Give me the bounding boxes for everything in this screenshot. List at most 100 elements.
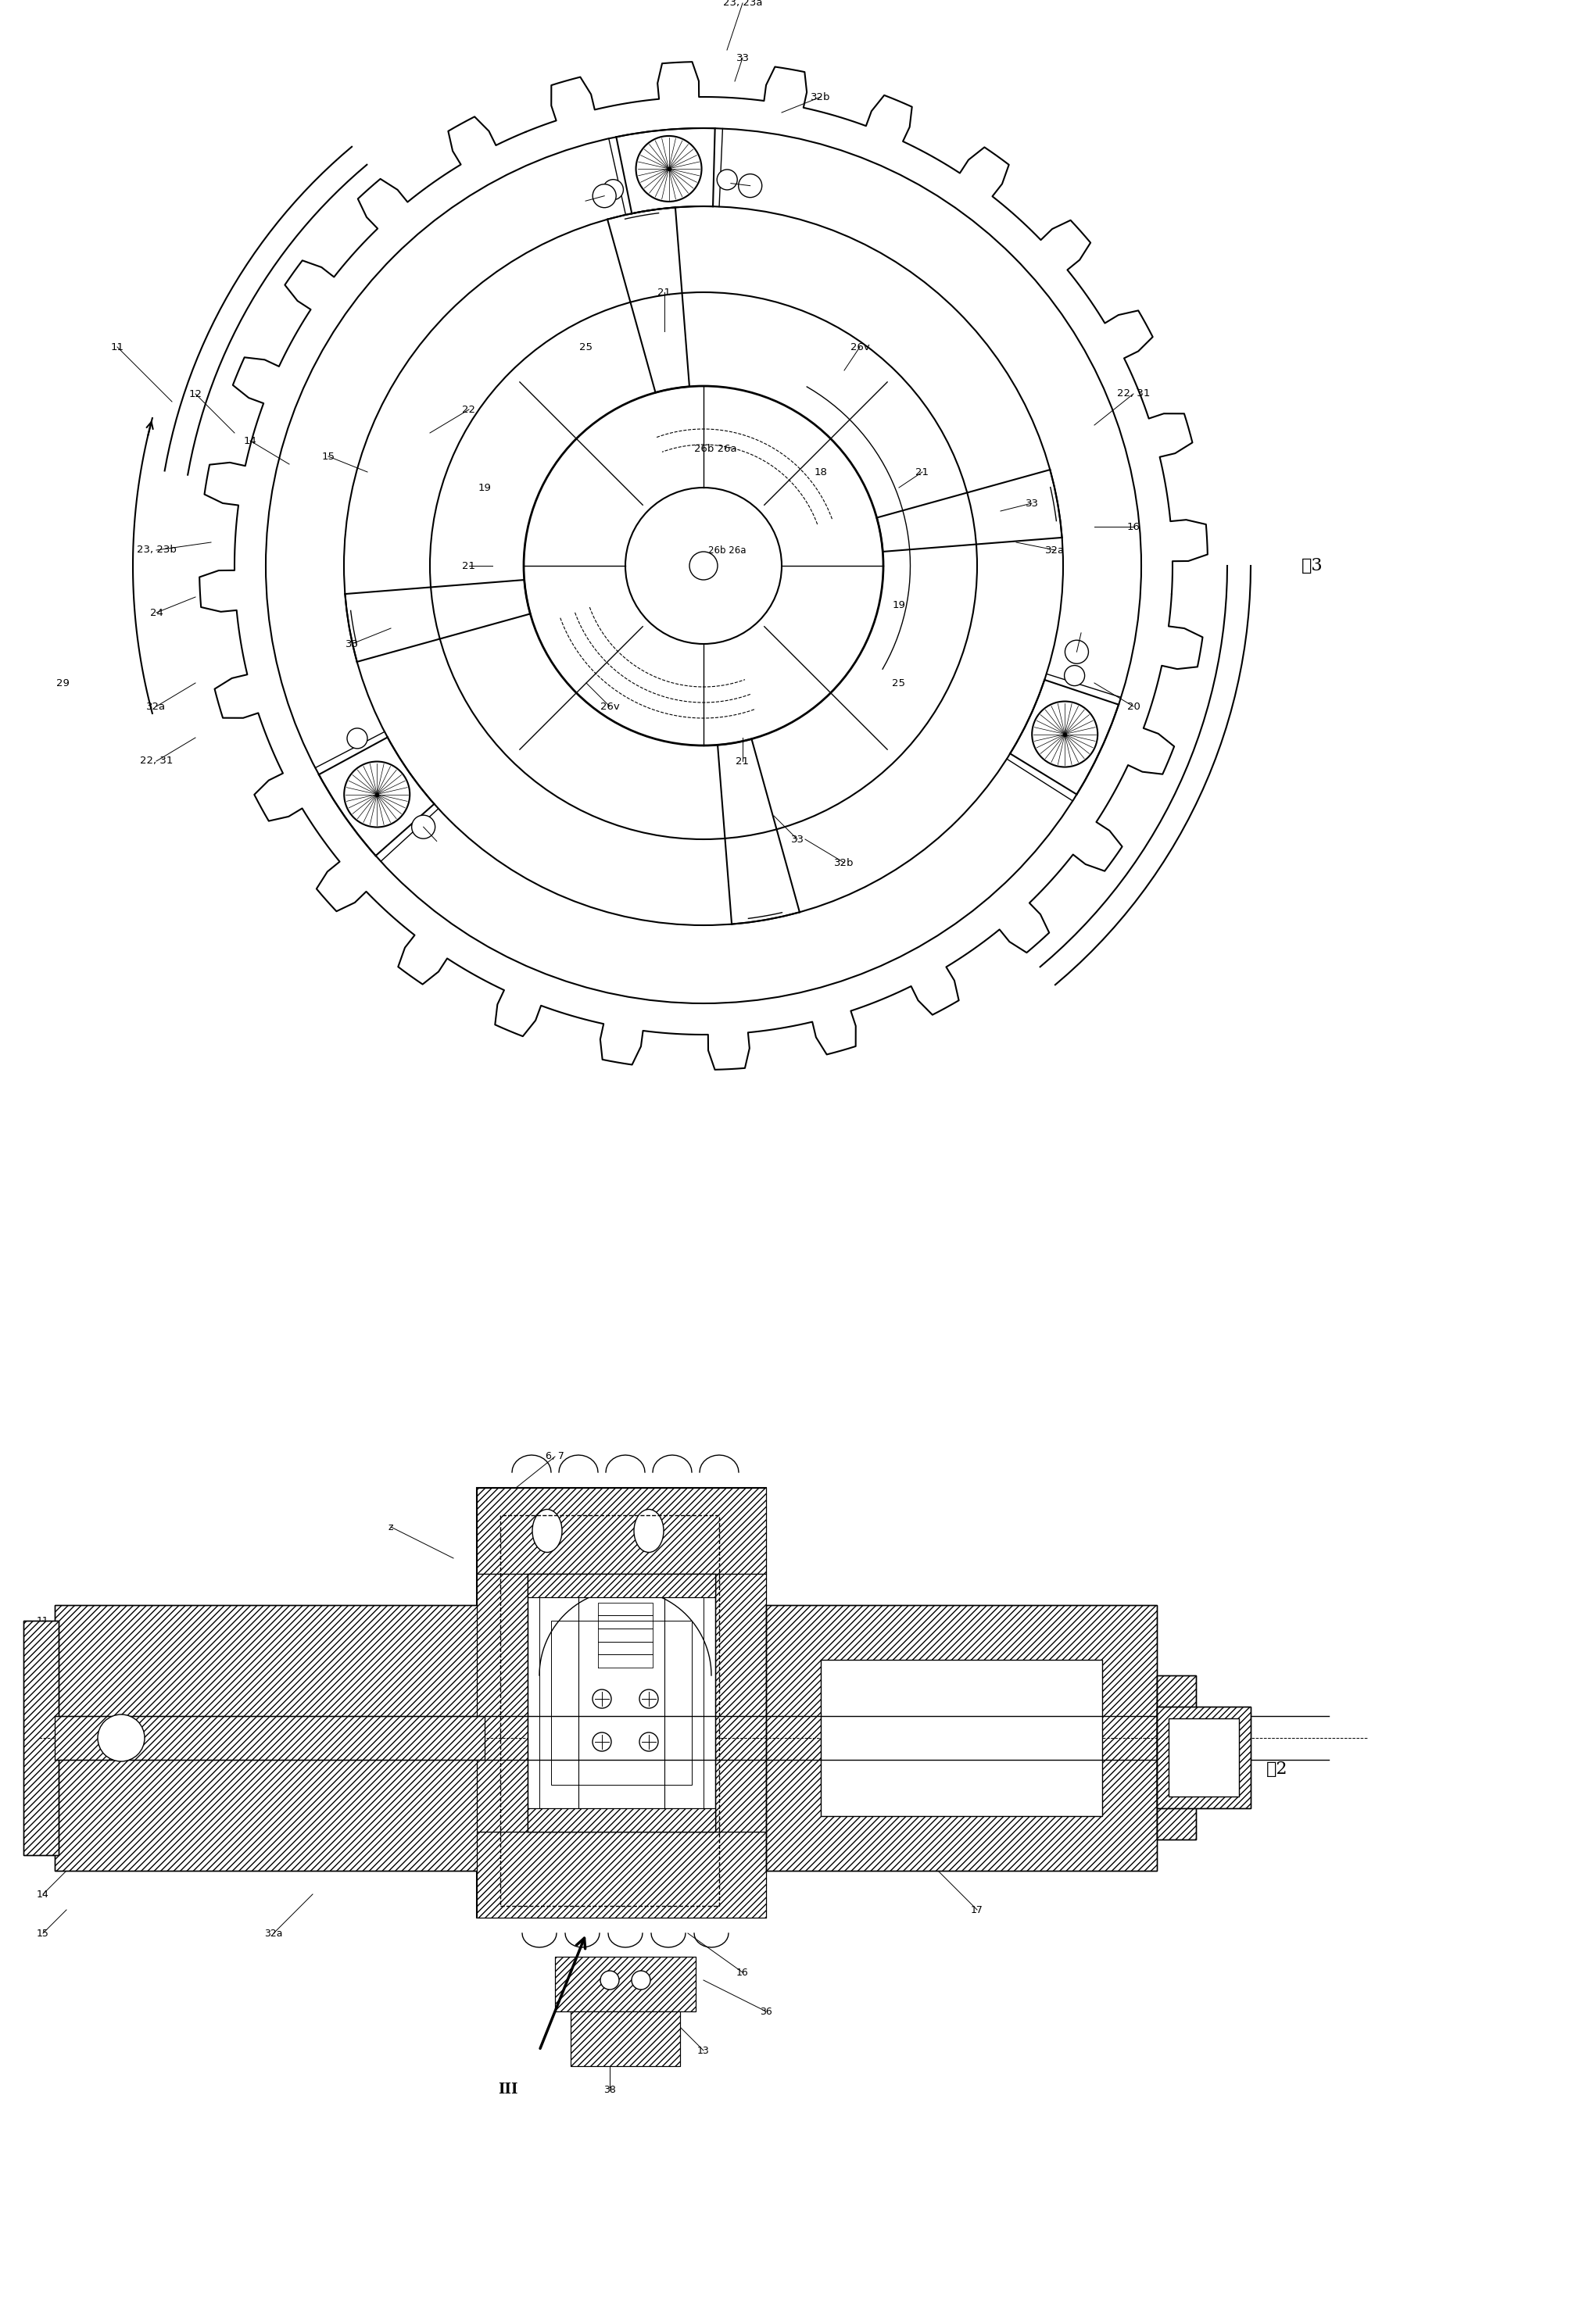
Bar bbox=[527, 1573, 715, 1831]
Text: 38: 38 bbox=[603, 2085, 616, 2094]
Bar bbox=[477, 1831, 766, 1917]
Text: 21: 21 bbox=[736, 755, 750, 767]
Text: 15: 15 bbox=[36, 1929, 49, 1938]
Circle shape bbox=[1064, 639, 1088, 665]
Bar bbox=[570, 2013, 681, 2066]
Text: 32b: 32b bbox=[834, 858, 854, 867]
Bar bbox=[477, 1573, 527, 1831]
Bar bbox=[477, 1573, 527, 1831]
Bar bbox=[570, 2013, 681, 2066]
Bar bbox=[24, 1620, 58, 1855]
Circle shape bbox=[592, 184, 616, 207]
Bar bbox=[527, 1573, 715, 1597]
Text: 19: 19 bbox=[892, 600, 905, 609]
Text: 図2: 図2 bbox=[1266, 1762, 1288, 1778]
Ellipse shape bbox=[633, 1508, 663, 1552]
Bar bbox=[1157, 1676, 1195, 1841]
Circle shape bbox=[636, 135, 701, 202]
Text: 32a: 32a bbox=[147, 702, 166, 711]
Bar bbox=[477, 1487, 766, 1573]
Text: 33: 33 bbox=[1025, 497, 1039, 509]
Bar bbox=[1157, 1706, 1251, 1808]
Bar bbox=[527, 1573, 715, 1597]
Text: 26v: 26v bbox=[850, 342, 870, 351]
Circle shape bbox=[632, 1971, 651, 1989]
Bar bbox=[554, 1957, 696, 2013]
Text: 13: 13 bbox=[698, 2045, 709, 2054]
Bar bbox=[551, 1620, 692, 1785]
Text: 33: 33 bbox=[736, 53, 750, 63]
Circle shape bbox=[600, 1971, 619, 1989]
Text: 16: 16 bbox=[1127, 521, 1140, 532]
Circle shape bbox=[412, 816, 436, 839]
Text: 12: 12 bbox=[189, 388, 202, 400]
Text: 14: 14 bbox=[243, 435, 257, 446]
Bar bbox=[55, 1606, 485, 1871]
Text: 26b 26a: 26b 26a bbox=[707, 546, 745, 555]
Bar bbox=[477, 1831, 766, 1917]
Bar bbox=[554, 1957, 696, 2013]
Text: 23, 23a: 23, 23a bbox=[723, 0, 763, 9]
Text: 20: 20 bbox=[1228, 1734, 1241, 1743]
Bar bbox=[766, 1606, 1157, 1871]
Circle shape bbox=[344, 762, 411, 827]
Text: 26b 26a: 26b 26a bbox=[693, 444, 736, 453]
Text: 33: 33 bbox=[791, 834, 804, 844]
Text: 25: 25 bbox=[892, 679, 906, 688]
Bar bbox=[55, 1715, 485, 1759]
Text: 20: 20 bbox=[1127, 702, 1140, 711]
Bar bbox=[501, 1515, 718, 1906]
Circle shape bbox=[639, 1690, 658, 1708]
Bar bbox=[715, 1573, 766, 1831]
Text: 18: 18 bbox=[815, 467, 827, 476]
Circle shape bbox=[739, 174, 763, 198]
Text: 11: 11 bbox=[36, 1615, 49, 1627]
Text: 32a: 32a bbox=[1045, 546, 1066, 555]
Text: 17: 17 bbox=[995, 1631, 1007, 1641]
Bar bbox=[527, 1808, 715, 1831]
Text: 22, 31: 22, 31 bbox=[141, 755, 172, 767]
Text: 29: 29 bbox=[55, 679, 69, 688]
Bar bbox=[477, 1487, 766, 1917]
Bar bbox=[766, 1606, 1157, 1871]
Bar bbox=[715, 1573, 766, 1831]
Bar bbox=[1157, 1676, 1195, 1841]
Text: 21: 21 bbox=[401, 1734, 412, 1743]
Text: 14: 14 bbox=[36, 1889, 49, 1899]
Text: 26b 26a: 26b 26a bbox=[677, 576, 715, 586]
Bar bbox=[821, 1659, 1102, 1815]
Text: z: z bbox=[388, 1522, 393, 1532]
Text: III: III bbox=[497, 2082, 518, 2096]
Text: 24: 24 bbox=[150, 607, 163, 618]
Text: 15: 15 bbox=[322, 451, 335, 462]
Text: 23, 23b: 23, 23b bbox=[136, 546, 177, 555]
Circle shape bbox=[717, 170, 737, 191]
Text: 21: 21 bbox=[916, 467, 928, 476]
Circle shape bbox=[98, 1715, 145, 1762]
Text: 6, 7: 6, 7 bbox=[546, 1452, 564, 1462]
Circle shape bbox=[347, 727, 368, 748]
Text: 19: 19 bbox=[478, 483, 491, 493]
Text: 16: 16 bbox=[736, 1968, 748, 1978]
Text: 25: 25 bbox=[579, 342, 592, 351]
Text: 26v: 26v bbox=[600, 702, 619, 711]
Text: 12: 12 bbox=[76, 1638, 88, 1650]
Text: 39: 39 bbox=[658, 1552, 671, 1564]
Circle shape bbox=[690, 551, 717, 579]
Text: 32b: 32b bbox=[810, 93, 831, 102]
Text: 32a: 32a bbox=[264, 1929, 283, 1938]
Text: 36: 36 bbox=[759, 2006, 772, 2017]
Bar bbox=[55, 1606, 485, 1871]
Text: 22: 22 bbox=[463, 404, 475, 414]
Text: 11: 11 bbox=[111, 342, 123, 351]
Circle shape bbox=[603, 179, 624, 200]
Circle shape bbox=[639, 1731, 658, 1752]
Bar bbox=[1168, 1717, 1240, 1796]
Text: 21: 21 bbox=[658, 288, 671, 297]
Text: 図3: 図3 bbox=[1301, 558, 1323, 574]
Bar bbox=[477, 1487, 766, 1573]
Bar bbox=[55, 1715, 485, 1759]
Text: 22, 31: 22, 31 bbox=[1116, 388, 1150, 400]
Text: 21: 21 bbox=[463, 560, 475, 572]
Text: 17: 17 bbox=[971, 1906, 984, 1915]
